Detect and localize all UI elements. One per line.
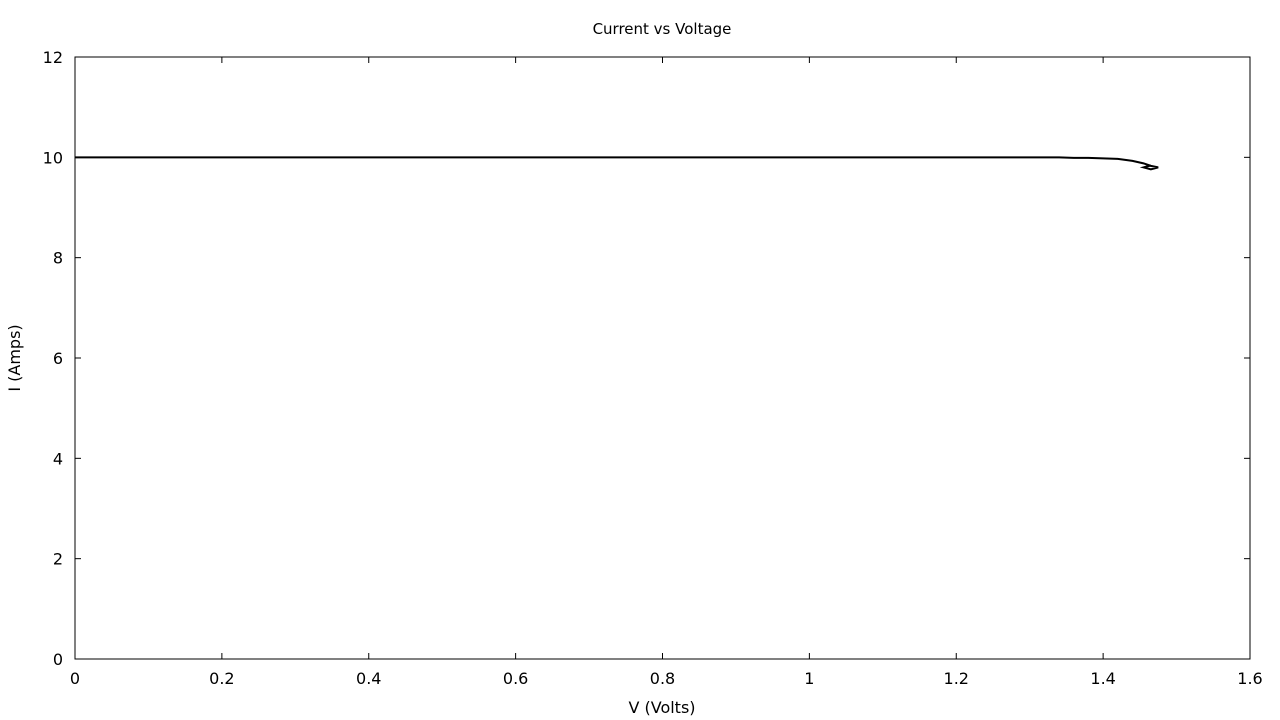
x-tick-label: 0.2 xyxy=(209,669,234,688)
y-tick-label: 6 xyxy=(53,349,63,368)
y-axis: 0 2 4 6 8 10 12 xyxy=(43,48,1250,669)
x-tick-label: 0.8 xyxy=(650,669,675,688)
plot-frame xyxy=(75,57,1250,659)
x-tick-label: 0.6 xyxy=(503,669,528,688)
x-tick-label: 0 xyxy=(70,669,80,688)
x-tick-label: 1.2 xyxy=(944,669,969,688)
x-tick-label: 0.4 xyxy=(356,669,381,688)
x-tick-label: 1.4 xyxy=(1090,669,1115,688)
y-tick-label: 0 xyxy=(53,650,63,669)
y-axis-title: I (Amps) xyxy=(5,324,24,391)
y-tick-label: 10 xyxy=(43,148,63,167)
x-axis: 0 0.2 0.4 0.6 0.8 1 1.2 1.4 1.6 xyxy=(70,57,1263,688)
y-tick-label: 2 xyxy=(53,550,63,569)
series-layer xyxy=(75,157,1158,169)
x-axis-title: V (Volts) xyxy=(628,698,695,717)
y-tick-label: 4 xyxy=(53,449,63,468)
y-tick-label: 8 xyxy=(53,249,63,268)
y-tick-label: 12 xyxy=(43,48,63,67)
x-tick-label: 1.6 xyxy=(1237,669,1262,688)
series-line-0 xyxy=(75,157,1158,169)
x-tick-label: 1 xyxy=(804,669,814,688)
chart-title: Current vs Voltage xyxy=(593,20,732,38)
